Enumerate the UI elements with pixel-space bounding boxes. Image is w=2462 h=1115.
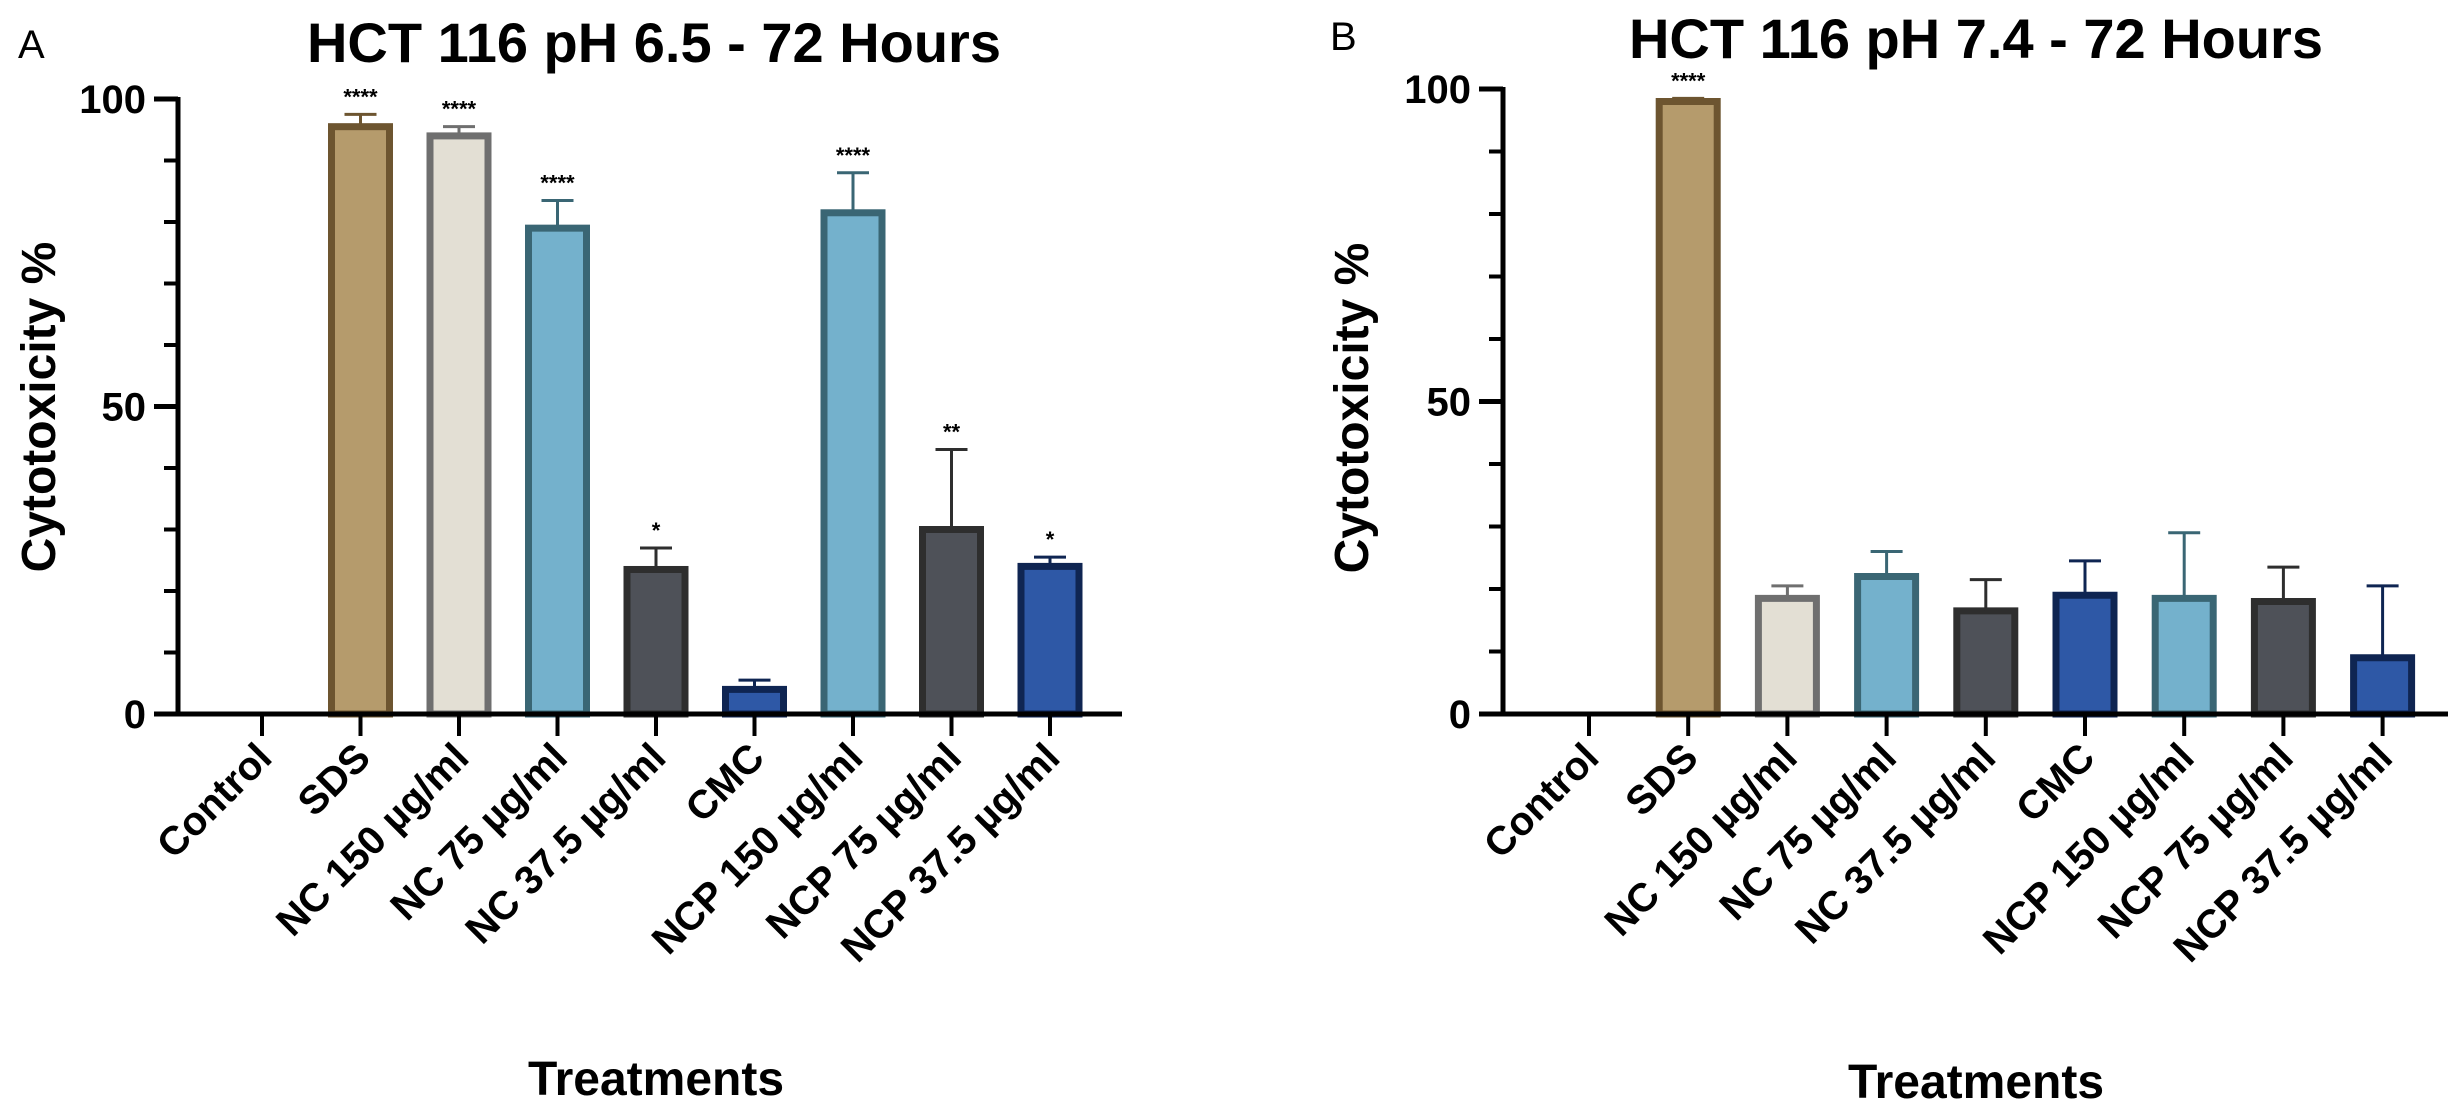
x-tick-label: SDS [290,735,379,824]
x-tick-label: Control [149,735,281,867]
panel-a: A HCT 116 pH 6.5 - 72 Hours Cytotoxicity… [13,11,1122,1106]
bar-8 [919,526,984,718]
bar-9 [1017,562,1083,718]
significance-label: **** [836,143,871,168]
bar-6 [2052,591,2118,718]
significance-label: ** [943,420,961,445]
x-tick-label: SDS [1617,735,1706,824]
significance-label: **** [343,84,378,109]
y-tick-label: 0 [124,693,146,737]
bar-7 [2151,594,2217,718]
y-tick-label: 50 [102,386,147,430]
y-tick-label: 50 [1427,381,1472,425]
y-tick-label: 100 [1404,68,1471,112]
chart-title: HCT 116 pH 6.5 - 72 Hours [307,11,1001,74]
bar-5 [623,565,689,718]
panel-label: B [1330,15,1357,59]
significance-label: * [1046,527,1055,552]
significance-label: **** [1671,68,1706,93]
y-tick-label: 100 [79,78,146,122]
y-axis-title: Cytotoxicity % [13,242,66,573]
bar-4 [1854,573,1920,718]
bar-7 [820,209,886,718]
panel-label: A [18,23,45,67]
significance-label: **** [540,170,575,195]
bar-8 [2250,598,2316,718]
bar-6 [722,685,787,718]
bar-5 [1953,607,2019,718]
panel-b: B HCT 116 pH 7.4 - 72 Hours Cytotoxicity… [1326,7,2448,1109]
bar-4 [525,224,590,718]
bar-2 [1655,98,1721,718]
y-axis-title: Cytotoxicity % [1326,243,1379,574]
bar-9 [2350,654,2416,718]
x-axis-title: Treatments [1848,1056,2104,1109]
significance-label: * [652,518,661,543]
significance-label: **** [442,97,477,122]
bar-2 [328,123,393,718]
bar-3 [426,132,492,718]
y-tick-label: 0 [1449,693,1471,737]
x-axis-title: Treatments [528,1053,784,1106]
chart-title: HCT 116 pH 7.4 - 72 Hours [1629,7,2323,70]
x-tick-label: Control [1476,735,1608,867]
bar-3 [1754,594,1820,718]
